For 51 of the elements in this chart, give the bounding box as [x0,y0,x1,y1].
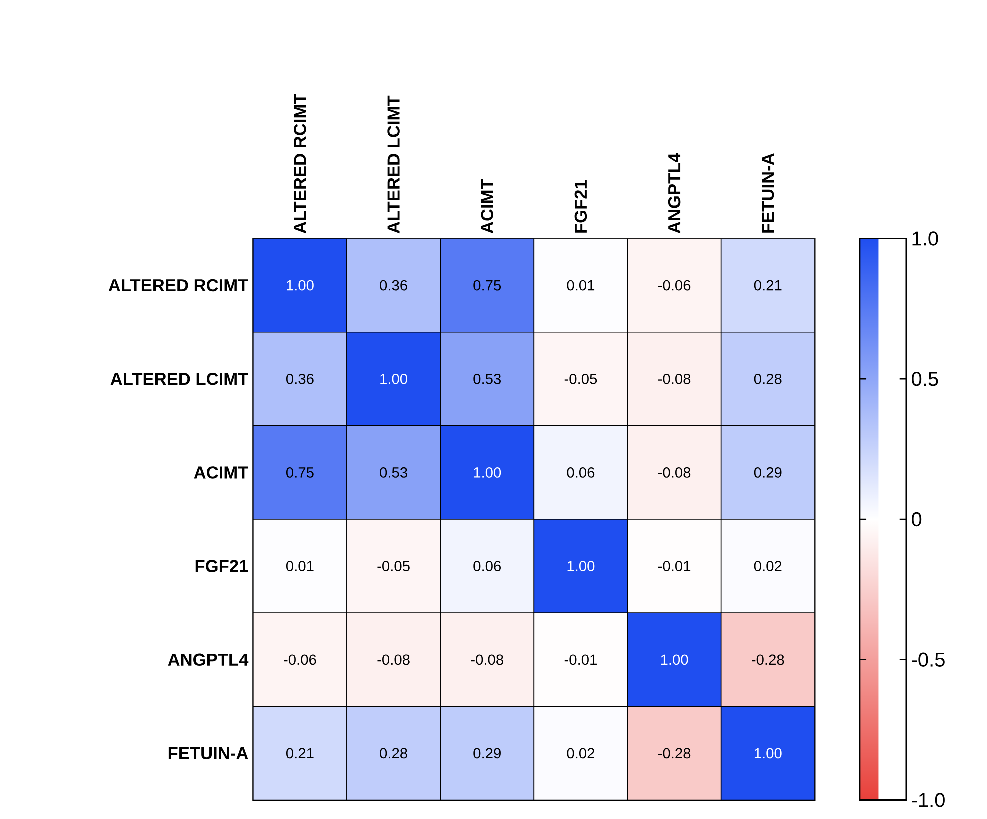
data-label: 0.06 [474,561,502,572]
data-label: 0.01 [567,280,595,291]
x-tick-label: FGF21 [574,180,588,233]
data-label: 0.36 [286,374,314,384]
data-label: 0.53 [380,468,408,478]
data-label: 1.00 [661,654,688,666]
data-label: 0.06 [567,468,595,478]
color-bar-label: 0.5 [912,372,938,386]
data-label: 0.29 [754,468,782,478]
y-tick-label: FETUIN-A [168,747,248,760]
data-label: -0.01 [564,654,597,666]
data-label: 1.00 [287,280,314,291]
color-bar-label: -1.0 [912,793,945,808]
color-bar-label: 1.0 [912,232,938,246]
y-tick-label: ALTERED LCIMT [110,373,248,386]
data-label: 0.21 [754,280,782,291]
data-label: -0.01 [658,561,691,572]
data-label: 0.01 [286,561,314,572]
x-tick-label: ACIMT [481,179,494,234]
x-tick-label: ANGPTL4 [668,153,681,234]
data-label: 1.00 [568,561,595,572]
data-label: -0.06 [284,654,316,666]
data-label: 0.02 [567,748,595,759]
data-label: 0.36 [380,280,408,291]
y-tick-label: ALTERED RCIMT [108,279,248,292]
data-label: 0.29 [474,748,501,759]
data-label: 0.02 [754,561,782,572]
data-label: 0.53 [474,374,502,384]
y-tick-label: ANGPTL4 [168,654,249,666]
data-label: 1.00 [754,748,782,759]
data-label: 0.75 [474,280,502,291]
data-label: 0.28 [380,748,408,759]
data-label: 1.00 [380,374,408,384]
data-label: -0.08 [378,654,410,666]
data-label: -0.05 [564,374,598,384]
data-label: -0.08 [658,468,691,478]
data-label: -0.08 [471,654,504,666]
y-tick-label: ACIMT [194,466,249,479]
data-label: 0.75 [286,468,314,478]
color-bar-label: 0 [912,512,922,527]
x-tick-label: FETUIN-A [762,154,774,233]
data-label: -0.05 [378,561,410,572]
y-tick-label: FGF21 [196,560,248,572]
data-label: -0.28 [658,748,691,759]
data-label: 0.28 [754,374,782,384]
x-tick-label: ALTERED LCIMT [388,96,400,234]
data-label: -0.06 [658,280,691,291]
data-label: 1.00 [474,468,502,478]
data-label: -0.08 [658,374,691,384]
color-bar-label: -0.5 [912,652,945,667]
data-label: 0.21 [286,748,314,759]
